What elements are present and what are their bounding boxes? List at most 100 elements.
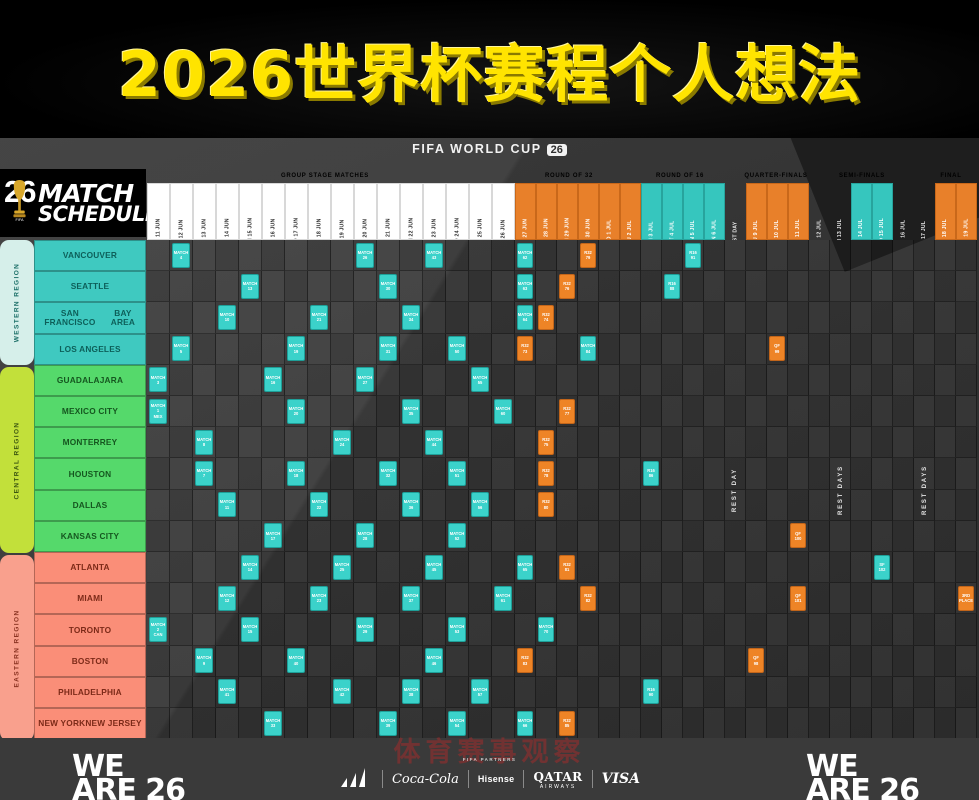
- match-cell[interactable]: MATCH 17: [264, 523, 282, 549]
- city-row-label[interactable]: NEW YORK NEW JERSEY: [34, 708, 146, 740]
- match-cell[interactable]: R32 80: [538, 492, 554, 518]
- date-header-35[interactable]: FRI 17 JUL: [914, 183, 935, 240]
- match-cell[interactable]: MATCH 43: [425, 242, 443, 268]
- match-cell[interactable]: R32 85: [559, 710, 575, 736]
- match-cell[interactable]: QF 100: [790, 523, 806, 549]
- match-cell[interactable]: MATCH 38: [402, 679, 420, 705]
- match-cell[interactable]: MATCH 50: [448, 336, 466, 362]
- date-header-7[interactable]: THU 18 JUN: [308, 183, 331, 240]
- date-header-4[interactable]: MON 15 JUN: [239, 183, 262, 240]
- match-cell[interactable]: MATCH 12: [218, 585, 236, 611]
- match-cell[interactable]: MATCH 4: [172, 242, 190, 268]
- match-cell[interactable]: MATCH 13: [241, 273, 259, 299]
- date-header-14[interactable]: THU 25 JUN: [469, 183, 492, 240]
- match-cell[interactable]: 3RD PLACE: [958, 585, 974, 611]
- date-header-28[interactable]: FRI 10 JUL: [767, 183, 788, 240]
- match-cell[interactable]: MATCH 60: [494, 398, 512, 424]
- date-header-9[interactable]: SAT 20 JUN: [354, 183, 377, 240]
- date-header-19[interactable]: TUE 30 JUN: [578, 183, 599, 240]
- match-cell[interactable]: R32 82: [580, 585, 596, 611]
- match-cell[interactable]: MATCH 54: [448, 710, 466, 736]
- date-header-11[interactable]: MON 22 JUN: [400, 183, 423, 240]
- date-header-3[interactable]: SUN 14 JUN: [216, 183, 239, 240]
- date-header-2[interactable]: SAT 13 JUN: [193, 183, 216, 240]
- match-cell[interactable]: MATCH 65: [517, 554, 533, 580]
- date-header-22[interactable]: FRI 3 JUL: [641, 183, 662, 240]
- date-header-0[interactable]: THU 11 JUN: [147, 183, 170, 240]
- date-header-1[interactable]: FRI 12 JUN: [170, 183, 193, 240]
- match-cell[interactable]: MATCH 45: [425, 554, 443, 580]
- date-header-16[interactable]: SAT 27 JUN: [515, 183, 536, 240]
- match-cell[interactable]: MATCH 18: [287, 460, 305, 487]
- match-cell[interactable]: MATCH 40: [287, 648, 305, 674]
- match-cell[interactable]: MATCH 23: [310, 585, 328, 611]
- match-cell[interactable]: MATCH 55: [471, 367, 489, 393]
- match-cell[interactable]: MATCH 51: [448, 460, 466, 487]
- date-header-36[interactable]: SAT 18 JUL: [935, 183, 956, 240]
- date-header-15[interactable]: FRI 26 JUN: [492, 183, 515, 240]
- match-cell[interactable]: R32 73: [517, 336, 533, 362]
- match-cell[interactable]: MATCH 52: [448, 523, 466, 549]
- city-row-label[interactable]: MONTERREY: [34, 427, 146, 459]
- match-cell[interactable]: MATCH 16: [264, 367, 282, 393]
- match-cell[interactable]: MATCH 34: [402, 304, 420, 331]
- match-cell[interactable]: MATCH 2 CAN: [149, 616, 167, 643]
- match-cell[interactable]: MATCH 57: [471, 679, 489, 705]
- date-header-6[interactable]: WED 17 JUN: [285, 183, 308, 240]
- match-cell[interactable]: MATCH 32: [379, 460, 397, 487]
- city-row-label[interactable]: GUADALAJARA: [34, 364, 146, 396]
- city-row-label[interactable]: KANSAS CITY: [34, 520, 146, 552]
- match-cell[interactable]: R32 79: [580, 242, 596, 268]
- match-cell[interactable]: R32 81: [559, 554, 575, 580]
- match-cell[interactable]: QF 98: [748, 648, 764, 674]
- match-cell[interactable]: MATCH 1 MEX: [149, 398, 167, 424]
- city-row-label[interactable]: MEXICO CITY: [34, 396, 146, 428]
- match-cell[interactable]: MATCH 84: [580, 336, 596, 362]
- match-cell[interactable]: MATCH 56: [471, 492, 489, 518]
- match-cell[interactable]: MATCH 11: [218, 492, 236, 518]
- match-cell[interactable]: MATCH 5: [172, 336, 190, 362]
- match-cell[interactable]: MATCH 14: [241, 554, 259, 580]
- date-header-29[interactable]: SAT 11 JUL: [788, 183, 809, 240]
- date-header-13[interactable]: WED 24 JUN: [446, 183, 469, 240]
- match-cell[interactable]: MATCH 9: [195, 648, 213, 674]
- date-header-27[interactable]: THU 9 JUL: [746, 183, 767, 240]
- date-header-33[interactable]: WED 15 JUL: [872, 183, 893, 240]
- date-header-10[interactable]: SUN 21 JUN: [377, 183, 400, 240]
- match-cell[interactable]: MATCH 39: [379, 710, 397, 736]
- match-cell[interactable]: MATCH 70: [538, 616, 554, 643]
- city-row-label[interactable]: SAN FRANCISCO BAY AREA: [34, 302, 146, 334]
- match-cell[interactable]: MATCH 21: [310, 304, 328, 331]
- match-cell[interactable]: SF 102: [874, 554, 890, 580]
- match-cell[interactable]: MATCH 62: [517, 242, 533, 268]
- match-cell[interactable]: R32 78: [538, 460, 554, 487]
- match-cell[interactable]: R16 90: [643, 679, 659, 705]
- city-row-label[interactable]: PHILADELPHIA: [34, 676, 146, 708]
- city-row-label[interactable]: TORONTO: [34, 614, 146, 646]
- date-header-5[interactable]: TUE 16 JUN: [262, 183, 285, 240]
- match-cell[interactable]: MATCH 63: [517, 273, 533, 299]
- date-header-21[interactable]: THU 2 JUL: [620, 183, 641, 240]
- match-cell[interactable]: MATCH 30: [379, 273, 397, 299]
- city-row-label[interactable]: BOSTON: [34, 645, 146, 677]
- match-cell[interactable]: R16 86: [643, 460, 659, 487]
- date-header-24[interactable]: SUN 5 JUL: [683, 183, 704, 240]
- match-cell[interactable]: MATCH 24: [333, 429, 351, 455]
- match-cell[interactable]: MATCH 31: [379, 336, 397, 362]
- match-cell[interactable]: MATCH 8: [195, 429, 213, 455]
- match-cell[interactable]: R32 74: [538, 304, 554, 331]
- date-header-30[interactable]: SUN 12 JUL: [809, 183, 830, 240]
- match-cell[interactable]: MATCH 35: [402, 398, 420, 424]
- date-header-26[interactable]: REST DAY: [725, 183, 746, 240]
- match-cell[interactable]: MATCH 61: [494, 585, 512, 611]
- match-cell[interactable]: R32 83: [517, 648, 533, 674]
- date-header-31[interactable]: MON 13 JUL: [830, 183, 851, 240]
- match-cell[interactable]: MATCH 22: [310, 492, 328, 518]
- match-cell[interactable]: R16 88: [664, 273, 680, 299]
- date-header-34[interactable]: THU 16 JUL: [893, 183, 914, 240]
- match-cell[interactable]: MATCH 44: [425, 429, 443, 455]
- date-header-20[interactable]: WED 1 JUL: [599, 183, 620, 240]
- match-cell[interactable]: MATCH 15: [241, 616, 259, 643]
- match-cell[interactable]: QF 101: [790, 585, 806, 611]
- match-cell[interactable]: MATCH 27: [356, 367, 374, 393]
